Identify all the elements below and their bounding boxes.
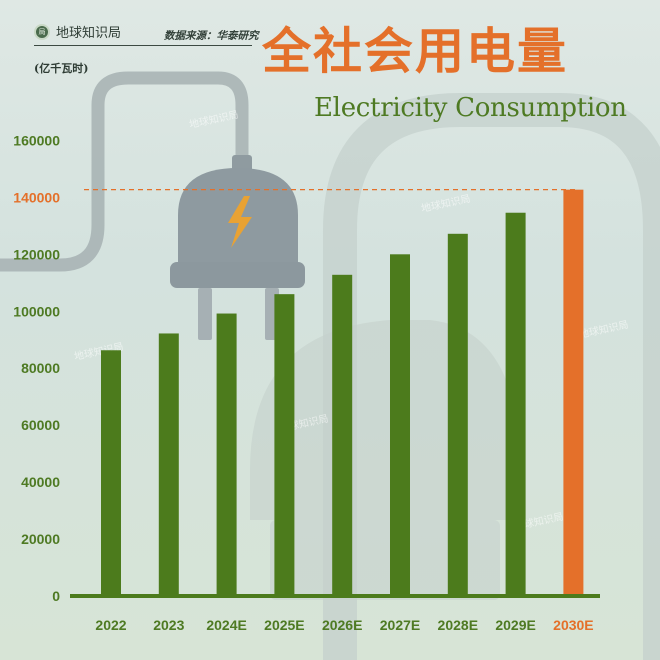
bar-2028e — [447, 233, 468, 596]
y-tick-label: 140000 — [13, 189, 60, 205]
bar-2024e — [216, 313, 237, 596]
brand-logo-icon: 局 — [34, 23, 50, 40]
header-divider — [34, 45, 252, 46]
y-tick-label: 0 — [52, 588, 60, 604]
bar-2030e — [563, 189, 584, 596]
watermark-text: 地球知识局 — [188, 108, 240, 131]
x-tick-label: 2024E — [206, 617, 246, 633]
y-tick-label: 60000 — [21, 417, 60, 433]
x-tick-label: 2025E — [264, 617, 304, 633]
bar-2025e — [274, 294, 295, 596]
y-tick-label: 120000 — [13, 246, 60, 262]
x-axis-labels: 2022 2023 2024E 2025E 2026E 2027E 2028E 2029E 20… — [95, 617, 593, 633]
x-tick-label: 2026E — [322, 617, 362, 633]
chart-title: 全社会用电量 — [262, 23, 569, 80]
chart-subtitle: Electricity Consumption — [314, 93, 627, 123]
y-tick-label: 20000 — [21, 531, 60, 547]
watermark-text: 地球知识局 — [578, 318, 630, 341]
x-tick-label: 2023 — [153, 617, 184, 633]
x-tick-label: 2029E — [495, 617, 535, 633]
y-tick-label: 160000 — [13, 132, 60, 148]
y-axis-ticks: 0 20000 40000 60000 80000 100000 120000 140000 1… — [13, 132, 60, 604]
x-tick-label: 2027E — [380, 617, 420, 633]
bar-2029e — [505, 212, 526, 596]
bar-2023 — [158, 333, 179, 596]
y-axis-unit: (亿千瓦时) — [34, 62, 89, 75]
bar-2027e — [390, 254, 410, 597]
y-tick-label: 40000 — [21, 474, 60, 490]
x-tick-label: 2028E — [438, 617, 478, 633]
x-tick-label: 2022 — [95, 617, 126, 633]
brand: 局 地球知识局 — [34, 22, 121, 41]
bars — [101, 189, 584, 597]
lightning-icon — [228, 196, 252, 248]
bar-2022 — [101, 350, 121, 596]
y-tick-label: 100000 — [13, 303, 60, 319]
watermark-text: 地球知识局 — [420, 192, 472, 215]
data-source: 数据来源：华泰研究 — [164, 30, 259, 42]
x-tick-label: 2030E — [553, 617, 593, 633]
brand-name: 地球知识局 — [56, 26, 122, 41]
bar-2026e — [332, 274, 353, 596]
y-tick-label: 80000 — [21, 360, 60, 376]
